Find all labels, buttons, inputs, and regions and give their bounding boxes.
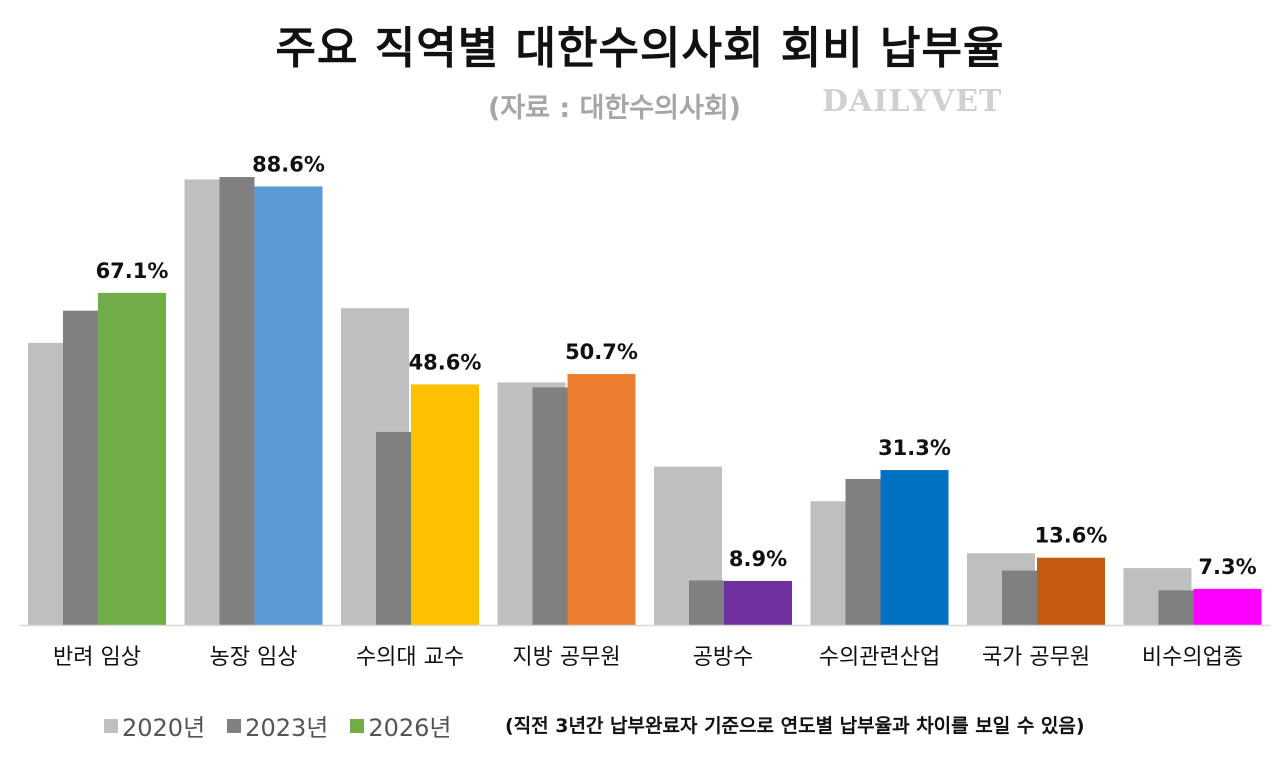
chart-footnote: (직전 3년간 납부완료자 기준으로 연도별 납부율과 차이를 보일 수 있음) [505,715,1085,737]
bar-2026년-4 [567,374,636,625]
brand-logo: DAILYVET [822,84,1003,119]
chart-title: 주요 직역별 대한수의사회 회비 납부율 [275,23,1005,74]
category-label-3: 수의대 교수 [356,645,464,670]
legend-item-2026: 2026년 [350,708,452,743]
legend-item-2023: 2023년 [227,708,328,743]
legend-label-2023: 2023년 [245,714,329,742]
bar-2023년-5 [689,580,724,625]
category-label-8: 비수의업종 [1142,645,1243,670]
bar-2026년-6 [880,470,949,625]
category-label-1: 반려 임상 [53,645,141,670]
bar-chart: 67.1% 반려 임상 88.6% 농장 임상 48.6% 수의대 교수 50.7% 지방 공… [20,152,1270,670]
data-label-1: 67.1% [96,259,169,283]
legend-label-2020: 2020년 [122,714,206,742]
source-label: (자료 : 대한수의사회) [488,93,741,124]
legend-swatch-2026 [350,718,365,733]
bar-2026년-2 [254,186,323,625]
bar-2023년-2 [219,177,255,625]
category-label-5: 공방수 [693,645,754,670]
data-label-8: 7.3% [1198,555,1256,579]
bar-2023년-3 [376,431,411,625]
data-label-2: 88.6% [252,152,325,176]
data-label-4: 50.7% [565,340,638,364]
bar-2023년-4 [532,387,568,625]
legend-item-2020: 2020년 [104,708,205,743]
bar-2026년-8 [1193,588,1262,625]
bar-2026년-7 [1037,557,1105,625]
legend-label-2026: 2026년 [368,714,452,742]
legend-swatch-2023 [227,718,242,733]
bar-2026년-3 [411,384,479,625]
bar-2023년-6 [845,478,881,625]
category-label-4: 지방 공무원 [512,645,620,670]
data-label-5: 8.9% [729,547,787,571]
bar-2023년-7 [1002,570,1037,625]
legend-swatch-2020 [104,718,118,733]
bar-2023년-1 [63,310,98,625]
bar-2026년-5 [724,580,792,625]
data-label-7: 13.6% [1035,524,1108,548]
category-label-2: 농장 임상 [210,645,298,670]
category-label-7: 국가 공무원 [982,645,1090,670]
data-label-6: 31.3% [878,436,951,460]
bar-2026년-1 [98,292,166,625]
legend: 2020년 2023년 2026년 [104,708,474,743]
category-label-6: 수의관련산업 [819,645,940,670]
bar-2023년-8 [1158,590,1194,625]
data-label-3: 48.6% [409,350,482,374]
